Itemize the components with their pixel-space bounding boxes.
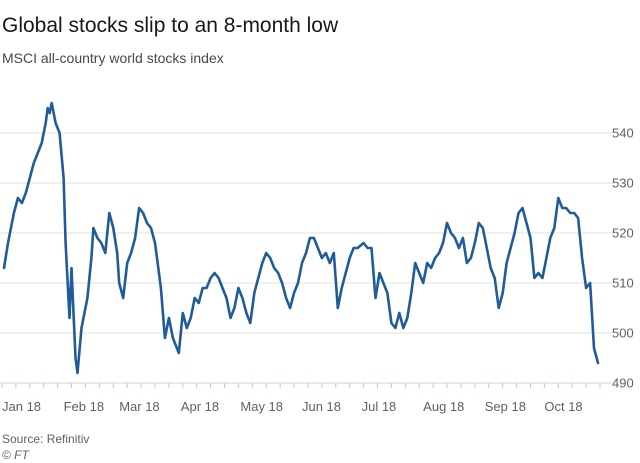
gridlines: [0, 132, 612, 334]
chart-subtitle: MSCI all-country world stocks index: [2, 50, 224, 66]
x-tick-label: Feb 18: [64, 399, 104, 414]
credit-note: © FT: [2, 448, 29, 462]
x-tick-label: Jun 18: [302, 399, 341, 414]
x-tick-label: Sep 18: [485, 399, 526, 414]
series-group: [2, 101, 600, 375]
x-tick-label: Aug 18: [423, 399, 464, 414]
x-tick-label: May 18: [240, 399, 283, 414]
x-tick-label: Jan 18: [2, 399, 41, 414]
x-tick-label: Apr 18: [181, 399, 219, 414]
y-tick-label-510: 510: [612, 276, 634, 291]
y-tick-label-530: 530: [612, 176, 634, 191]
series-line-0: [2, 101, 600, 375]
x-tick-label: Mar 18: [119, 399, 159, 414]
x-tick-label: Oct 18: [544, 399, 582, 414]
y-tick-label-540: 540: [612, 126, 634, 141]
source-note: Source: Refinitiv: [2, 432, 90, 446]
x-tick-label: Jul 18: [362, 399, 397, 414]
x-axis-ticks: Jan 18 Feb 18 Mar 18 Apr 18 May 18 Jun 18 Jul …: [2, 399, 583, 414]
y-tick-label-490: 490: [612, 376, 634, 391]
y-tick-label-500: 500: [612, 326, 634, 341]
y-axis-ticks: 490 500 510 520 530 540: [612, 126, 634, 391]
x-axis: [0, 382, 612, 388]
y-tick-label-520: 520: [612, 226, 634, 241]
chart-title: Global stocks slip to an 8-month low: [2, 14, 339, 37]
